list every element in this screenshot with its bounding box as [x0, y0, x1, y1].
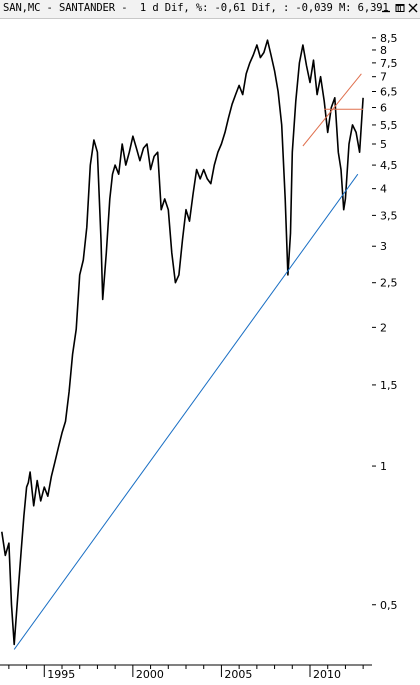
- y-tick-label: 1: [380, 460, 387, 473]
- y-tick-label: 8: [380, 44, 387, 57]
- chart-title-text: SAN,MC - SANTANDER - 1 d Dif, %: -0,61 D…: [3, 2, 402, 14]
- x-tick-label: 2000: [136, 668, 164, 681]
- y-tick-label: 6,5: [380, 86, 398, 99]
- price-chart: 0,5 1 1,5 2 2,5 3 3,5 4 4,5 5 5,5 6 6,5 77,588,5 1995 2…: [0, 32, 398, 681]
- y-tick-label: 6: [380, 102, 387, 115]
- series-layer: [1, 39, 364, 650]
- y-tick-label: 7: [380, 71, 387, 84]
- y-tick-label: 3,5: [380, 209, 398, 222]
- close-icon[interactable]: [408, 3, 418, 13]
- y-tick-label: 5,5: [380, 119, 398, 132]
- y-tick-label: 8,5: [380, 32, 398, 45]
- x-tick-label: 1995: [47, 668, 75, 681]
- x-tick-label: 2010: [313, 668, 341, 681]
- y-tick-label: 0,5: [380, 599, 398, 612]
- minimize-icon[interactable]: [381, 3, 391, 13]
- y-tick-label: 2,5: [380, 277, 398, 290]
- price-series-line: [1, 39, 364, 646]
- resistance-line-2: [302, 73, 362, 147]
- y-tick-label: 2: [380, 321, 387, 334]
- maximize-icon[interactable]: [395, 3, 405, 13]
- y-tick-label: 1,5: [380, 379, 398, 392]
- y-tick-label: 7,5: [380, 57, 398, 70]
- chart-header: SAN,MC - SANTANDER - 1 d Dif, %: -0,61 D…: [0, 0, 420, 19]
- y-tick-label: 4: [380, 183, 387, 196]
- y-tick-label: 3: [380, 240, 387, 253]
- support-trendline: [13, 173, 359, 650]
- x-tick-label: 2005: [224, 668, 252, 681]
- axis-layer: 0,5 1 1,5 2 2,5 3 3,5 4 4,5 5 5,5 6 6,5 77,588,5 1995 2…: [0, 32, 398, 681]
- y-tick-label: 5: [380, 138, 387, 151]
- y-tick-label: 4,5: [380, 159, 398, 172]
